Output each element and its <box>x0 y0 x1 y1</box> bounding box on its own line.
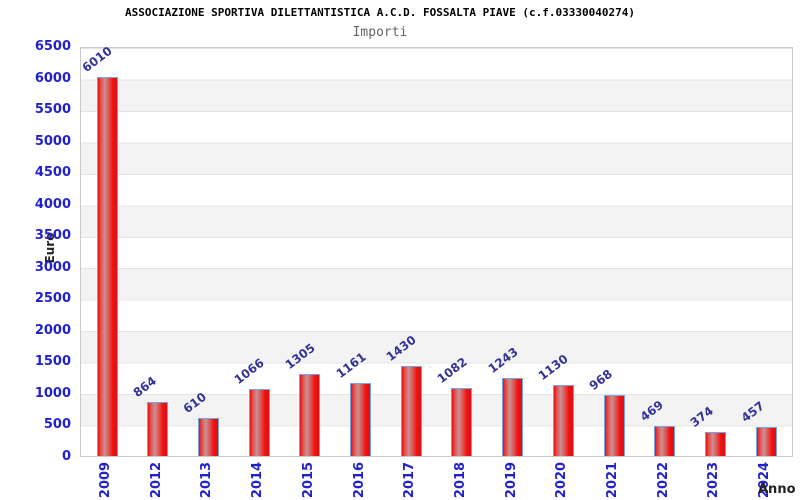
x-tick-label: 2016 <box>351 461 367 499</box>
bar <box>451 387 473 456</box>
x-tick-label: 2022 <box>655 461 671 499</box>
x-tick-label: 2013 <box>199 461 215 499</box>
y-tick-label: 4500 <box>34 165 71 181</box>
bar <box>704 432 726 456</box>
y-tick-label: 4000 <box>34 196 71 212</box>
x-tick-label: 2009 <box>98 461 113 499</box>
bar <box>603 394 625 456</box>
x-tick-label: 2012 <box>148 461 164 499</box>
chart-title: ASSOCIAZIONE SPORTIVA DILETTANTISTICA A.… <box>125 6 635 19</box>
x-tick-label: 2023 <box>706 461 722 499</box>
bar <box>755 427 777 456</box>
x-tick-label: 2018 <box>452 461 468 499</box>
x-tick-label: 2017 <box>402 461 418 499</box>
x-tick-label: 2014 <box>250 461 266 499</box>
x-tick-label: 2015 <box>300 461 316 499</box>
bar <box>400 365 422 456</box>
y-tick-label: 2500 <box>34 291 71 307</box>
plot-area <box>80 47 793 457</box>
y-tick-label: 1500 <box>34 354 71 370</box>
y-tick-label: 3000 <box>34 259 71 275</box>
y-tick-label: 5500 <box>34 102 71 118</box>
bar <box>654 426 676 456</box>
bar <box>248 388 270 456</box>
y-tick-label: 2000 <box>34 322 71 338</box>
bar <box>147 401 169 456</box>
chart-subtitle: Importi <box>352 25 408 40</box>
bar <box>96 76 118 456</box>
y-tick-label: 500 <box>43 417 71 433</box>
y-tick-label: 3500 <box>34 228 71 244</box>
bar <box>299 373 321 456</box>
y-tick-label: 0 <box>61 449 71 464</box>
bar <box>350 382 371 456</box>
bar <box>552 384 574 456</box>
x-tick-label: 2021 <box>605 461 620 499</box>
bar <box>502 377 524 456</box>
y-tick-label: 6000 <box>34 70 71 86</box>
y-tick-label: 6500 <box>34 39 71 54</box>
bar <box>197 417 219 456</box>
y-tick-label: 5000 <box>34 133 71 149</box>
x-axis-title: Anno <box>758 482 796 497</box>
x-tick-label: 2019 <box>503 461 519 499</box>
y-tick-label: 1000 <box>34 385 71 401</box>
x-tick-label: 2020 <box>554 461 570 499</box>
